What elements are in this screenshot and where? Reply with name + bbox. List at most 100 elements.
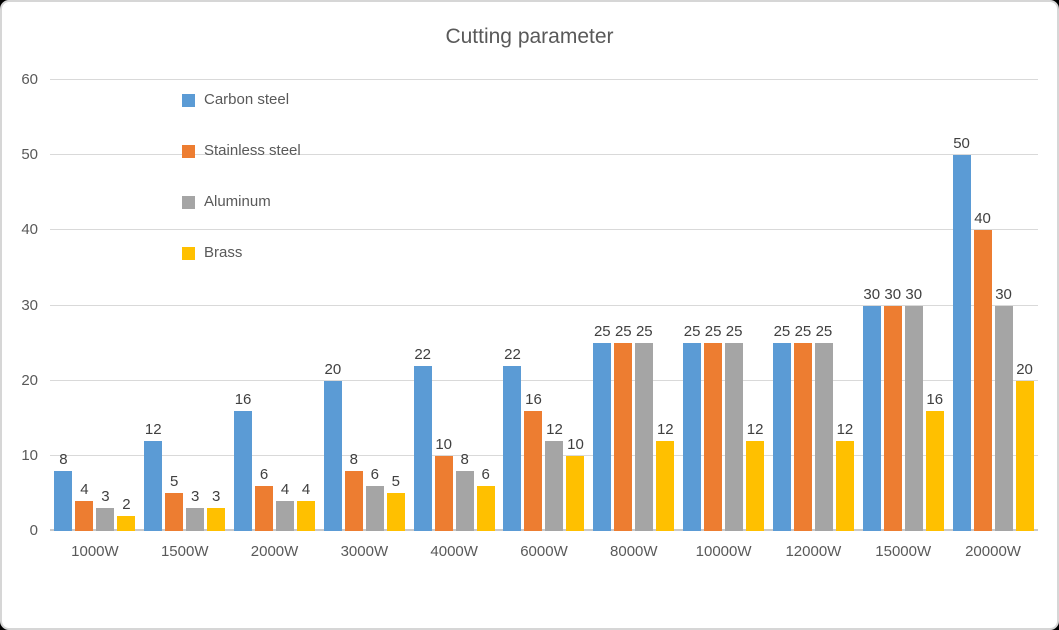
gridline-10 [50, 454, 1038, 456]
bar-aluminum-1500W: 3 [186, 488, 205, 531]
bar-carbon-steel-20000W: 50 [952, 135, 971, 531]
bar-brass-12000W: 12 [835, 421, 854, 531]
legend-swatch-icon [182, 195, 195, 209]
bar-group-20000W: 50 40 30 20 [948, 80, 1038, 531]
bar-stainless-steel-10000W: 25 [704, 323, 723, 531]
x-tick-label-2000W: 2000W [250, 543, 299, 560]
bar-carbon-steel-3000W: 20 [323, 361, 342, 531]
bar-aluminum-4000W: 8 [455, 451, 474, 531]
data-label: 5 [391, 473, 401, 491]
legend-label: Stainless steel [204, 142, 301, 159]
data-label: 5 [170, 473, 179, 491]
data-label: 20 [324, 360, 342, 378]
bar-group-10000W: 25 25 25 12 [679, 80, 769, 531]
data-label: 12 [746, 420, 764, 438]
bar-stainless-steel-2000W: 6 [255, 466, 274, 531]
legend-label: Brass [204, 244, 243, 261]
bar-group-8000W: 25 25 25 12 [589, 80, 679, 531]
x-tick-label-20000W: 20000W [965, 543, 1021, 560]
bar-aluminum-2000W: 4 [276, 481, 295, 531]
data-label: 12 [656, 420, 674, 438]
data-label: 10 [435, 435, 452, 453]
y-tick-label-60: 60 [21, 71, 38, 88]
bar-aluminum-15000W: 30 [904, 286, 923, 531]
data-label: 30 [863, 285, 881, 303]
bar-carbon-steel-6000W: 22 [503, 346, 522, 531]
data-label: 22 [414, 345, 431, 363]
data-label: 25 [683, 323, 701, 341]
bar-brass-15000W: 16 [925, 391, 944, 531]
data-label: 25 [635, 323, 653, 341]
bar-brass-6000W: 10 [566, 436, 585, 531]
bar-brass-8000W: 12 [656, 421, 675, 531]
bar-groups: 8 4 3 2 12 5 3 3 16 6 4 4 20 8 6 5 22 10 8 6 22 16 12 10 25 25 25 1… [50, 80, 1038, 531]
bar-carbon-steel-8000W: 25 [593, 323, 612, 531]
bar-brass-1000W: 2 [117, 496, 136, 531]
legend-item-aluminum: Aluminum [182, 192, 301, 212]
gridline-50 [50, 154, 1038, 156]
legend-item-carbon-steel: Carbon steel [182, 90, 301, 110]
x-tick-label-10000W: 10000W [695, 543, 752, 560]
data-label: 3 [101, 488, 110, 506]
bar-group-15000W: 30 30 30 16 [858, 80, 948, 531]
bar-stainless-steel-1500W: 5 [165, 473, 184, 531]
data-label: 30 [905, 285, 923, 303]
bar-brass-1500W: 3 [207, 488, 226, 531]
data-label: 4 [280, 480, 290, 498]
plot-area: 8 4 3 2 12 5 3 3 16 6 4 4 20 8 6 5 22 10 8 6 22 16 12 10 25 25 25 1… [50, 79, 1038, 531]
data-label: 16 [525, 390, 542, 408]
data-label: 20 [1016, 360, 1033, 378]
bar-stainless-steel-3000W: 8 [344, 451, 363, 531]
bar-brass-4000W: 6 [476, 466, 495, 531]
y-tick-label-0: 0 [29, 522, 38, 539]
data-label: 50 [953, 135, 970, 153]
legend-swatch-icon [182, 144, 195, 158]
data-label: 40 [974, 210, 991, 228]
data-label: 6 [370, 465, 380, 483]
bar-group-3000W: 20 8 6 5 [319, 80, 409, 531]
x-tick-label-1500W: 1500W [160, 543, 209, 560]
bar-brass-10000W: 12 [746, 421, 765, 531]
legend-swatch-icon [182, 93, 195, 107]
y-tick-label-10: 10 [21, 446, 38, 464]
data-label: 6 [481, 465, 490, 483]
data-label: 30 [995, 285, 1012, 303]
bar-carbon-steel-10000W: 25 [683, 323, 702, 531]
bar-group-2000W: 16 6 4 4 [230, 80, 320, 531]
x-tick-label-15000W: 15000W [875, 543, 932, 560]
gridline-40 [50, 229, 1038, 231]
bar-stainless-steel-20000W: 40 [973, 210, 992, 531]
x-tick-label-1000W: 1000W [71, 543, 119, 560]
data-label: 8 [59, 450, 68, 468]
bar-carbon-steel-12000W: 25 [772, 323, 791, 531]
x-tick-label-8000W: 8000W [610, 543, 658, 560]
bar-carbon-steel-2000W: 16 [234, 391, 253, 531]
y-tick-label-20: 20 [21, 371, 38, 389]
data-label: 12 [144, 420, 162, 438]
legend-label: Aluminum [204, 193, 271, 210]
legend-label: Carbon steel [204, 91, 290, 108]
y-tick-label-40: 40 [21, 221, 38, 239]
bar-aluminum-10000W: 25 [725, 323, 744, 531]
data-label: 10 [567, 435, 584, 453]
data-label: 4 [301, 480, 311, 498]
data-label: 4 [80, 480, 89, 498]
data-label: 8 [349, 450, 359, 468]
bar-aluminum-20000W: 30 [994, 286, 1013, 531]
data-label: 3 [191, 488, 200, 506]
legend: Carbon steel Stainless steel Aluminum Brass [182, 90, 301, 294]
y-axis-labels: 0 10 20 30 40 50 60 [2, 71, 38, 539]
gridline-60 [50, 79, 1038, 80]
chart-title: Cutting parameter [445, 25, 614, 48]
bar-stainless-steel-6000W: 16 [524, 391, 543, 531]
data-label: 2 [122, 495, 131, 513]
data-label: 25 [704, 323, 722, 341]
legend-item-brass: Brass [182, 243, 301, 263]
bar-brass-3000W: 5 [386, 473, 405, 531]
x-axis-labels: 1000W 1500W 2000W 3000W 4000W 6000W 8000W 10000… [50, 543, 1038, 560]
bar-carbon-steel-1500W: 12 [144, 421, 163, 531]
bar-aluminum-6000W: 12 [545, 421, 564, 531]
bar-brass-20000W: 20 [1015, 361, 1034, 531]
bar-group-4000W: 22 10 8 6 [409, 80, 499, 531]
